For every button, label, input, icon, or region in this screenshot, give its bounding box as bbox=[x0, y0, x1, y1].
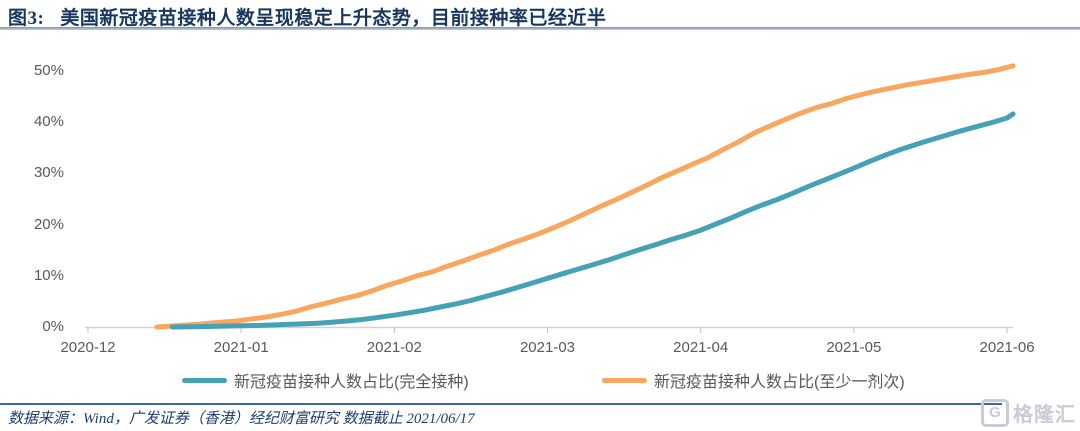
y-axis-label: 50% bbox=[33, 61, 64, 79]
gelonghui-logo: G 格隆汇 bbox=[981, 398, 1076, 427]
series-line bbox=[169, 111, 1016, 330]
x-axis-label: 2021-06 bbox=[979, 339, 1035, 356]
legend-item: 新冠疫苗接种人数占比(至少一剂次) bbox=[602, 368, 905, 392]
legend-item: 新冠疫苗接种人数占比(完全接种) bbox=[182, 368, 469, 392]
x-axis-label: 2021-04 bbox=[673, 339, 729, 356]
figure-number: 图3: bbox=[8, 8, 45, 29]
x-axis-label: 2021-02 bbox=[366, 339, 422, 356]
series-line bbox=[154, 63, 1016, 330]
x-axis-label: 2021-03 bbox=[519, 339, 576, 356]
footer-divider bbox=[0, 403, 1002, 405]
y-axis-label: 10% bbox=[33, 266, 64, 284]
legend-swatch-icon bbox=[602, 377, 647, 383]
gelonghui-g-icon: G bbox=[981, 398, 1009, 427]
x-axis-label: 2020-12 bbox=[60, 339, 116, 356]
y-axis-label: 40% bbox=[33, 113, 64, 131]
legend-swatch-icon bbox=[182, 377, 227, 383]
legend-label: 新冠疫苗接种人数占比(至少一剂次) bbox=[654, 374, 905, 391]
source-note: 数据来源：Wind，广发证券（香港）经纪财富研究 数据截止 2021/06/17 bbox=[8, 411, 475, 427]
gelonghui-wordmark: 格隆汇 bbox=[1013, 404, 1076, 426]
y-axis-label: 30% bbox=[33, 164, 64, 182]
figure-title: 图3: 美国新冠疫苗接种人数呈现稳定上升态势，目前接种率已经近半 bbox=[8, 3, 606, 30]
x-axis-label: 2021-01 bbox=[213, 339, 269, 356]
title-divider bbox=[0, 27, 1080, 30]
x-axis-label: 2021-05 bbox=[826, 339, 882, 356]
figure-title-text: 美国新冠疫苗接种人数呈现稳定上升态势，目前接种率已经近半 bbox=[60, 8, 607, 29]
legend-label: 新冠疫苗接种人数占比(完全接种) bbox=[234, 374, 469, 391]
y-axis-label: 0% bbox=[42, 318, 64, 335]
y-axis-label: 20% bbox=[33, 215, 64, 233]
